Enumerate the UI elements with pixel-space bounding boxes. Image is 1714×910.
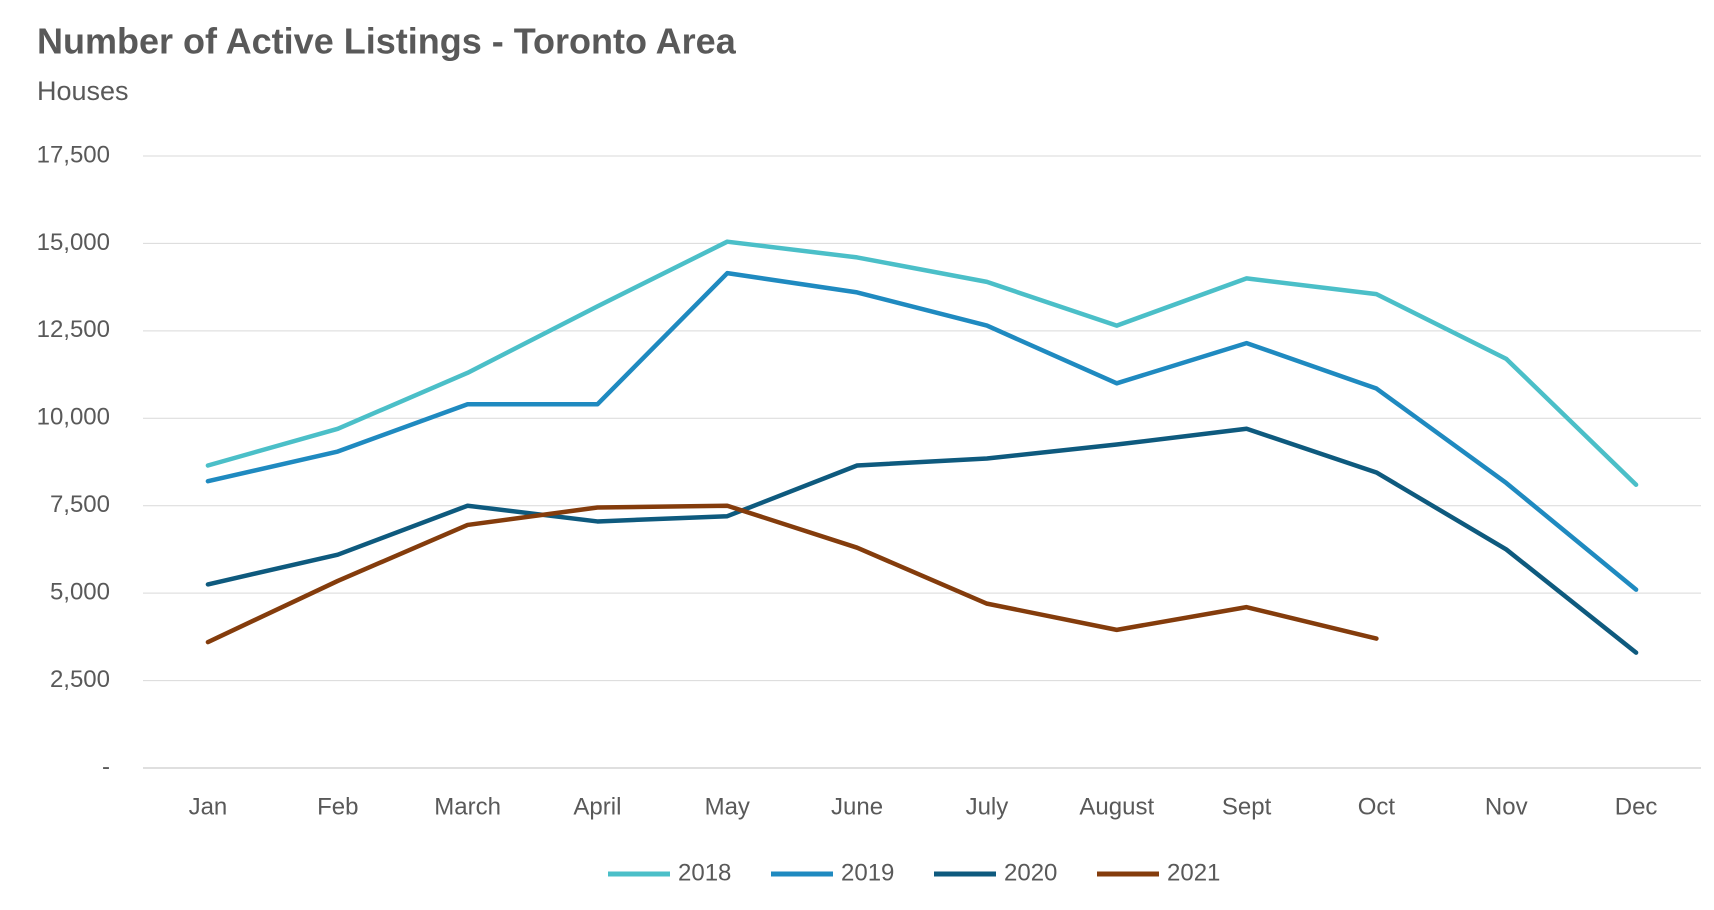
- x-tick-label: Jan: [189, 793, 228, 820]
- y-tick-label: 7,500: [50, 491, 110, 518]
- y-tick-label: 10,000: [37, 404, 110, 431]
- y-tick-label: -: [102, 753, 110, 780]
- line-series: [205, 270, 1639, 592]
- x-tick-label: March: [434, 793, 501, 820]
- x-tick-label: Sept: [1222, 793, 1272, 820]
- line-series: [205, 426, 1639, 655]
- legend-label: 2018: [678, 859, 731, 886]
- y-tick-label: 17,500: [37, 141, 110, 168]
- x-tick-label: April: [573, 793, 621, 820]
- chart-subtitle: Houses: [37, 76, 129, 106]
- x-tick-label: August: [1079, 793, 1154, 820]
- chart-title: Number of Active Listings - Toronto Area: [37, 21, 737, 62]
- line-series: [205, 239, 1639, 487]
- x-tick-label: Nov: [1485, 793, 1528, 820]
- y-tick-label: 15,000: [37, 229, 110, 256]
- x-tick-label: June: [831, 793, 883, 820]
- y-tick-label: 2,500: [50, 666, 110, 693]
- y-tick-label: 12,500: [37, 316, 110, 343]
- x-tick-label: Feb: [317, 793, 358, 820]
- x-tick-label: Oct: [1358, 793, 1396, 820]
- x-tick-label: Dec: [1615, 793, 1658, 820]
- line-series: [205, 503, 1379, 645]
- legend-label: 2020: [1004, 859, 1057, 886]
- legend-label: 2021: [1167, 859, 1220, 886]
- x-tick-label: July: [966, 793, 1009, 820]
- legend-label: 2019: [841, 859, 894, 886]
- x-tick-label: May: [705, 793, 750, 820]
- y-tick-label: 5,000: [50, 578, 110, 605]
